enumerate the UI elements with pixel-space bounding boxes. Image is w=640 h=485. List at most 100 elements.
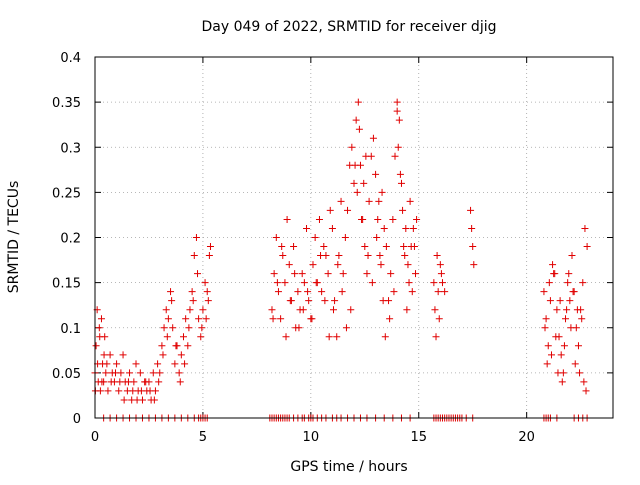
data-point xyxy=(432,333,440,341)
y-tick-label: 0.4 xyxy=(60,51,81,66)
data-point xyxy=(283,215,291,223)
data-point xyxy=(305,297,313,305)
data-point xyxy=(169,324,177,332)
data-point xyxy=(574,342,582,350)
data-point xyxy=(104,387,112,395)
y-tick-label: 0.25 xyxy=(52,186,81,201)
data-point xyxy=(106,351,114,359)
data-point xyxy=(156,369,164,377)
data-point xyxy=(368,279,376,287)
data-point xyxy=(395,116,403,124)
data-point xyxy=(378,188,386,196)
data-point xyxy=(278,243,286,251)
data-point xyxy=(402,224,410,232)
data-point xyxy=(567,324,575,332)
data-point xyxy=(100,351,108,359)
data-point xyxy=(192,234,200,241)
data-point xyxy=(204,297,212,305)
data-point xyxy=(545,279,553,287)
data-point xyxy=(409,224,417,232)
data-point xyxy=(299,306,307,314)
data-point xyxy=(365,197,373,205)
data-point xyxy=(412,270,420,278)
data-point xyxy=(129,387,137,395)
data-point xyxy=(413,215,421,223)
data-point xyxy=(578,315,586,323)
y-tick-label: 0.05 xyxy=(52,367,81,382)
data-point xyxy=(390,288,398,296)
data-point xyxy=(291,270,299,278)
y-tick-label: 0 xyxy=(73,412,81,427)
data-point xyxy=(372,170,380,178)
data-point xyxy=(558,378,566,386)
data-point xyxy=(177,351,185,359)
data-point xyxy=(113,360,121,368)
chart-title: Day 049 of 2022, SRMTID for receiver dji… xyxy=(202,19,497,35)
data-point xyxy=(382,243,390,251)
y-tick-label: 0.2 xyxy=(60,232,81,247)
data-point xyxy=(98,378,106,386)
data-point xyxy=(163,333,171,341)
data-point xyxy=(348,143,356,151)
x-axis-label: GPS time / hours xyxy=(290,459,407,475)
data-point xyxy=(159,351,167,359)
data-point xyxy=(560,342,568,350)
data-point xyxy=(550,270,558,278)
data-point xyxy=(355,125,363,133)
data-point xyxy=(380,224,388,232)
data-point xyxy=(136,369,144,377)
data-point xyxy=(160,324,168,332)
data-point xyxy=(375,197,383,205)
data-point xyxy=(206,243,214,251)
data-point xyxy=(300,279,308,287)
data-point xyxy=(317,252,325,260)
data-point xyxy=(583,243,591,251)
data-point xyxy=(309,261,317,269)
data-point xyxy=(194,270,202,278)
data-point xyxy=(149,369,157,377)
data-point xyxy=(273,279,281,287)
data-point xyxy=(324,270,332,278)
data-point xyxy=(168,297,176,305)
data-point xyxy=(351,161,359,169)
data-point xyxy=(124,378,132,386)
data-point xyxy=(541,324,549,332)
data-point xyxy=(137,387,145,395)
data-point xyxy=(543,360,551,368)
data-point xyxy=(126,369,134,377)
data-point xyxy=(197,333,205,341)
data-point xyxy=(320,243,328,251)
data-point xyxy=(133,396,141,404)
data-point xyxy=(394,143,402,151)
data-point xyxy=(566,297,574,305)
data-point xyxy=(400,243,408,251)
data-point xyxy=(298,270,306,278)
data-point xyxy=(171,360,179,368)
data-point xyxy=(564,279,572,287)
data-point xyxy=(568,252,576,260)
data-point xyxy=(304,288,312,296)
data-point xyxy=(403,306,411,314)
data-point xyxy=(318,288,326,296)
data-point xyxy=(387,270,395,278)
data-point xyxy=(119,351,127,359)
data-point xyxy=(142,378,150,386)
data-point xyxy=(195,315,203,323)
data-point xyxy=(362,152,370,160)
data-point xyxy=(282,333,290,341)
data-point xyxy=(467,206,475,214)
x-tick-label: 0 xyxy=(91,430,99,445)
data-point xyxy=(376,252,384,260)
data-point xyxy=(431,306,439,314)
data-point xyxy=(290,243,298,251)
data-point xyxy=(116,378,124,386)
data-point xyxy=(312,279,320,287)
data-point xyxy=(115,387,123,395)
data-point xyxy=(438,279,446,287)
data-point xyxy=(540,288,548,296)
data-point xyxy=(381,333,389,341)
data-point xyxy=(546,297,554,305)
data-point xyxy=(435,315,443,323)
data-point xyxy=(405,279,413,287)
data-point xyxy=(573,306,581,314)
